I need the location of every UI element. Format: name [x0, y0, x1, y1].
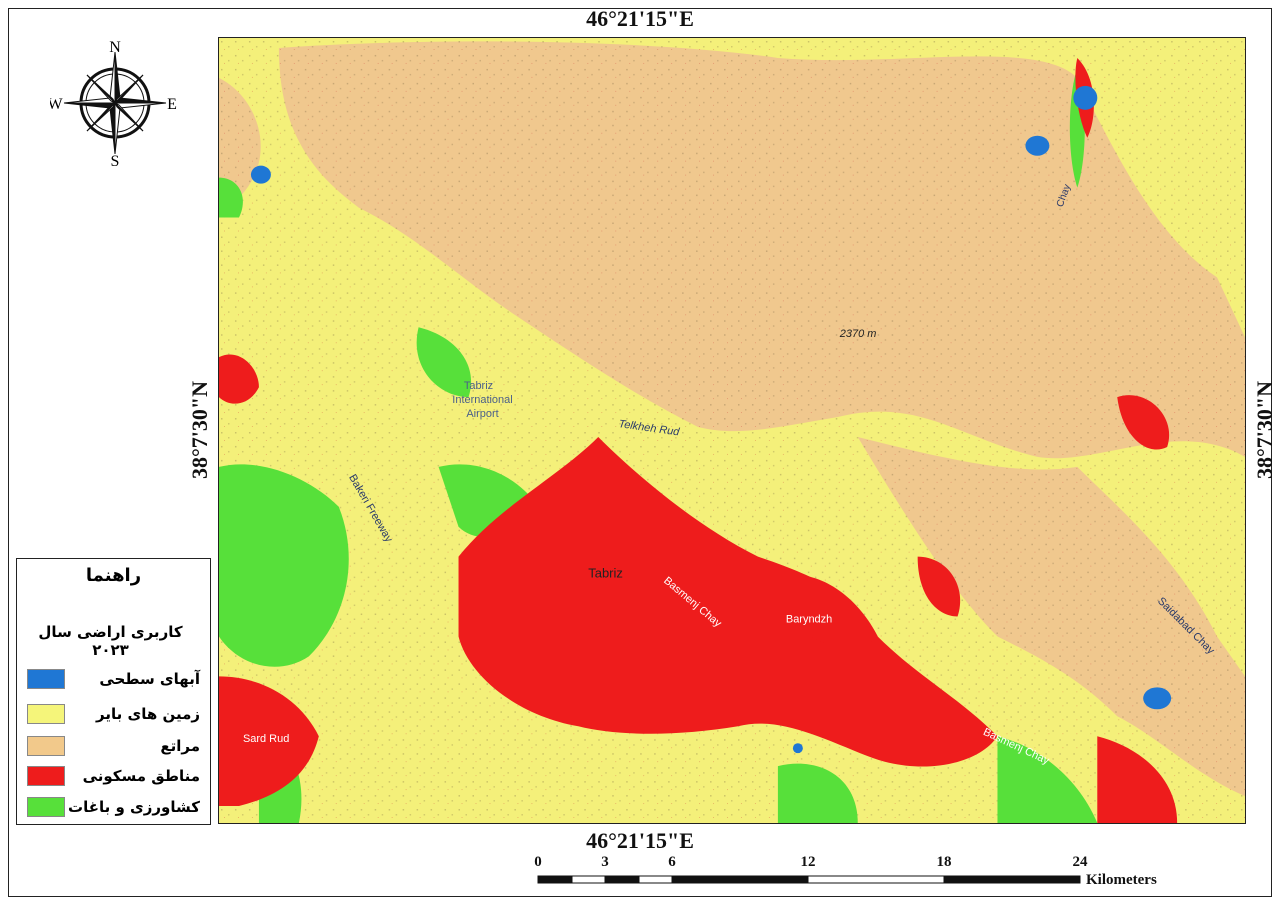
- legend-item-residential: مناطق مسکونی: [23, 764, 200, 788]
- scale-bar: 0 3 6 12 18 24 Kilometers: [534, 854, 1157, 888]
- right-latitude-label: 38°7'30"N: [1252, 380, 1277, 480]
- scale-tick-3: 3: [601, 854, 609, 870]
- top-longitude-label: 46°21'15"E: [586, 6, 694, 31]
- legend-panel: راهنما کاربری اراضی سال ۲۰۲۳ آبهای سطحی …: [16, 558, 211, 825]
- map-frame: [8, 8, 1272, 897]
- legend-item-agriculture: کشاورزی و باغات: [23, 795, 200, 819]
- legend-swatch: [27, 736, 65, 756]
- label-baryndzh: Baryndzh: [786, 614, 832, 626]
- residential-areas: [219, 57, 1178, 823]
- scale-tick-18: 18: [937, 854, 952, 870]
- compass-w: W: [50, 96, 63, 113]
- compass-e: E: [167, 96, 177, 113]
- land-use-map[interactable]: Tabriz Tabriz International Airport Telk…: [218, 37, 1246, 824]
- legend-title: راهنما: [85, 565, 142, 586]
- legend-item-water: آبهای سطحی: [23, 667, 200, 691]
- surface-water-areas: [250, 85, 1172, 754]
- scale-tick-0: 0: [534, 854, 542, 870]
- label-airport-3: Airport: [466, 408, 498, 420]
- legend-swatch: [27, 669, 65, 689]
- compass-n: N: [109, 39, 121, 56]
- scale-unit: Kilometers: [1086, 872, 1157, 888]
- left-latitude-label: 38°7'30"N: [187, 380, 212, 480]
- label-sardrud: Sard Rud: [243, 733, 289, 745]
- label-airport-2: International: [452, 394, 512, 406]
- legend-item-rangeland: مراتع: [23, 734, 200, 758]
- scale-tick-12: 12: [801, 854, 816, 870]
- compass-s: S: [111, 153, 120, 168]
- compass-rose-icon: N S W E: [50, 39, 177, 168]
- legend-item-barren: زمین های بایر: [23, 702, 200, 726]
- agriculture-areas: [219, 67, 1098, 823]
- label-tabriz: Tabriz: [588, 566, 623, 581]
- scale-tick-6: 6: [668, 854, 676, 870]
- legend-swatch: [27, 704, 65, 724]
- legend-swatch: [27, 766, 65, 786]
- bottom-longitude-label: 46°21'15"E: [586, 828, 694, 853]
- legend-swatch: [27, 797, 65, 817]
- label-peak: 2370 m: [839, 328, 877, 340]
- legend-subtitle: کاربری اراضی سال ۲۰۲۳: [38, 623, 183, 659]
- scale-tick-24: 24: [1073, 854, 1089, 870]
- label-airport-1: Tabriz: [464, 380, 493, 392]
